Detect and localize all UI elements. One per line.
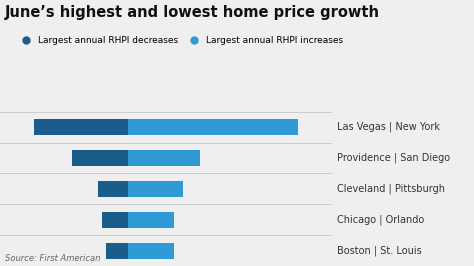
Legend: Largest annual RHPI decreases, Largest annual RHPI increases: Largest annual RHPI decreases, Largest a…: [17, 36, 343, 45]
Text: Source: First American: Source: First American: [5, 254, 100, 263]
Bar: [128, 243, 174, 259]
Bar: [128, 150, 200, 166]
Text: Las Vegas | New York: Las Vegas | New York: [337, 122, 439, 132]
Text: Providence | San Diego: Providence | San Diego: [337, 153, 450, 163]
Bar: [102, 212, 128, 228]
Text: Cleveland | Pittsburgh: Cleveland | Pittsburgh: [337, 184, 445, 194]
Bar: [128, 212, 174, 228]
Bar: [128, 119, 298, 135]
Bar: [106, 243, 128, 259]
Bar: [98, 181, 128, 197]
Bar: [128, 181, 183, 197]
Bar: [73, 150, 128, 166]
Text: June’s highest and lowest home price growth: June’s highest and lowest home price gro…: [5, 5, 380, 20]
Text: Chicago | Orlando: Chicago | Orlando: [337, 214, 424, 225]
Bar: [34, 119, 128, 135]
Text: Boston | St. Louis: Boston | St. Louis: [337, 245, 421, 256]
